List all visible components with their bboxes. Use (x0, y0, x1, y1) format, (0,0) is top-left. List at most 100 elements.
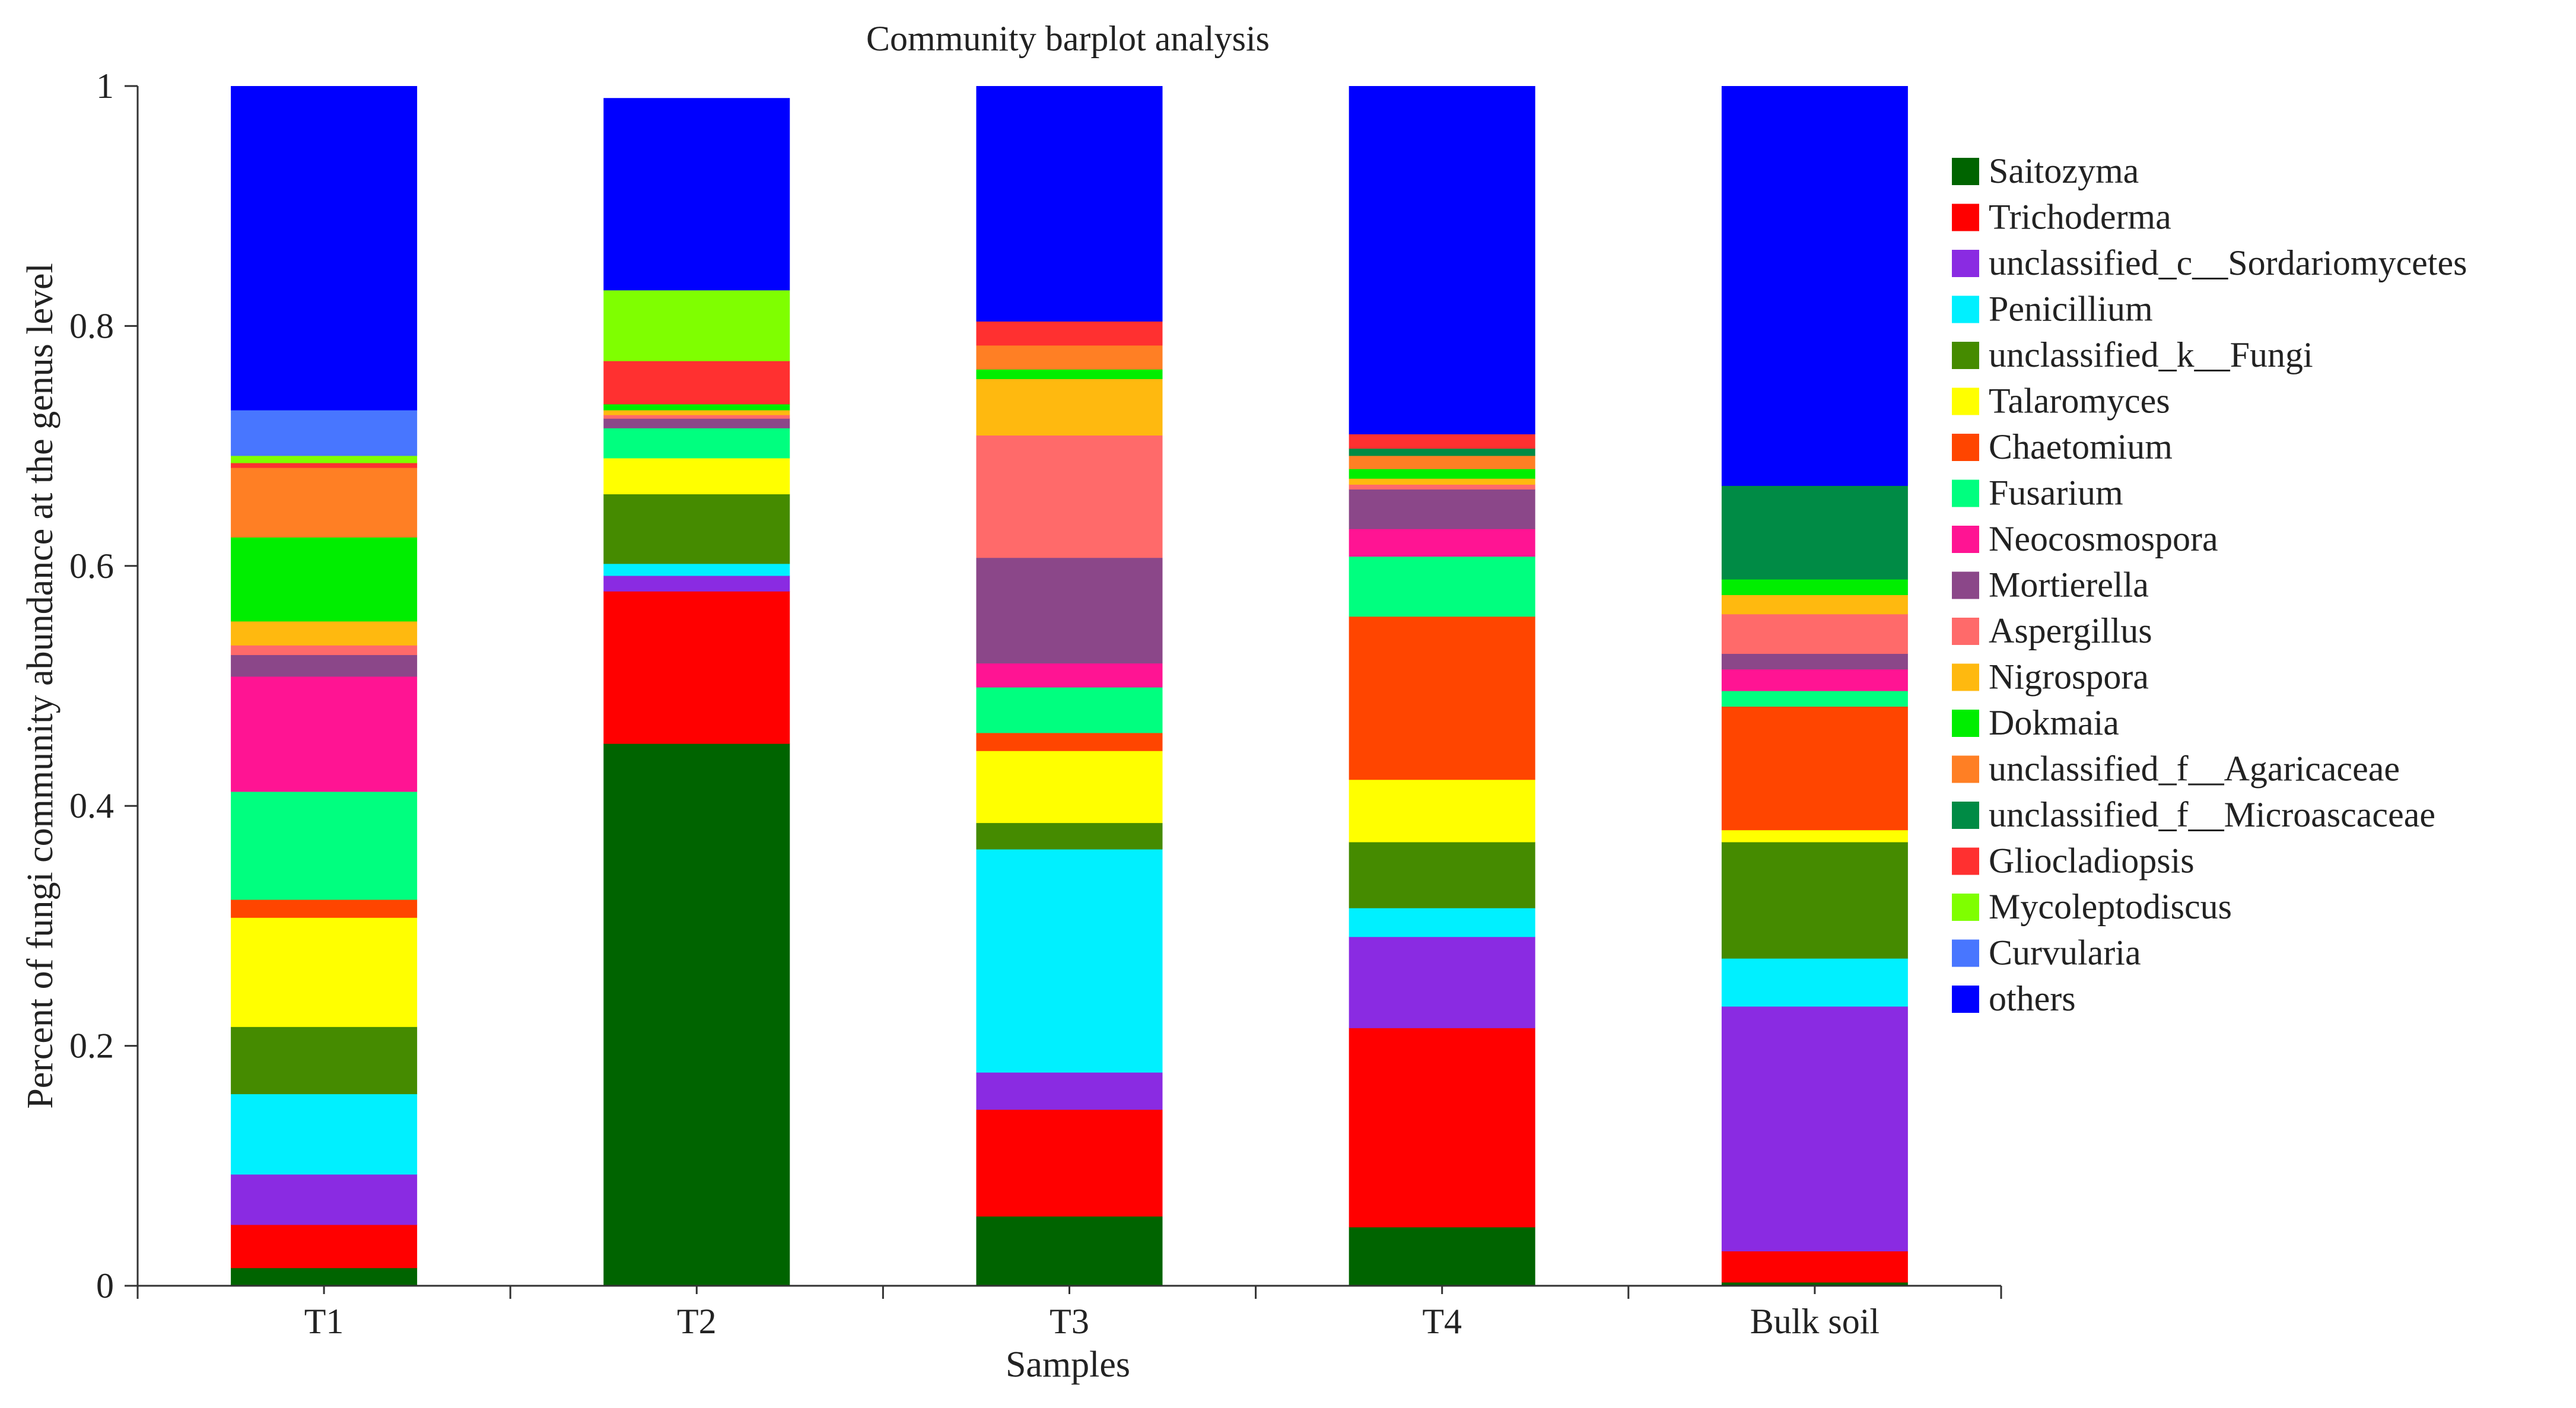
bar-segment-dokmaia-2 (976, 369, 1163, 379)
bar-stacks (231, 86, 1908, 1286)
bar-segment-saitozyma-4 (1721, 1282, 1908, 1286)
bar-segment-mortierella-0 (231, 654, 418, 677)
bar-segment-mortierella-2 (976, 557, 1163, 664)
legend-label: Gliocladiopsis (1989, 841, 2195, 881)
bar-segment-chaetomium-2 (976, 732, 1163, 751)
legend-swatch (1952, 387, 1979, 415)
legend-label: Penicillium (1989, 290, 2153, 329)
bar-segment-aspergillus-4 (1721, 614, 1908, 654)
legend-swatch (1952, 204, 1979, 231)
legend-label: Mycoleptodiscus (1989, 887, 2232, 926)
bar-segment-unclassified-f-microascaceae-3 (1349, 448, 1535, 456)
legend-swatch (1952, 571, 1979, 599)
bar-segment-aspergillus-1 (603, 415, 790, 419)
bar-segment-neocosmospora-0 (231, 676, 418, 792)
y-tick-label: 0.2 (69, 1026, 114, 1066)
legend-label: Curvularia (1989, 933, 2141, 972)
legend-swatch (1952, 802, 1979, 829)
legend-item: Aspergillus (1952, 611, 2152, 650)
legend-item: Trichoderma (1952, 198, 2171, 237)
bar-segment-unclassified-f-agaricaceae-0 (231, 467, 418, 538)
bar-segment-unclassified-f-agaricaceae-2 (976, 345, 1163, 370)
bar-stack-bulk-soil (1721, 86, 1908, 1286)
bar-segment-talaromyces-1 (603, 457, 790, 495)
bar-segment-fusarium-0 (231, 791, 418, 900)
legend-label: unclassified_k__Fungi (1989, 335, 2313, 374)
legend-item: Gliocladiopsis (1952, 841, 2195, 881)
y-tick-label: 0.8 (69, 306, 114, 345)
bar-segment-mortierella-1 (603, 418, 790, 428)
legend-swatch (1952, 526, 1979, 553)
bar-segment-unclassified-f-microascaceae-4 (1721, 485, 1908, 580)
bar-segment-unclassified-k-fungi-4 (1721, 841, 1908, 959)
legend-item: Chaetomium (1952, 427, 2173, 466)
legend-swatch (1952, 250, 1979, 277)
bar-segment-unclassified-k-fungi-2 (976, 822, 1163, 850)
legend-item: Mortierella (1952, 565, 2149, 605)
legend-swatch (1952, 158, 1979, 185)
bar-segment-aspergillus-0 (231, 645, 418, 656)
legend-swatch (1952, 894, 1979, 921)
y-tick-label: 0.4 (69, 786, 114, 825)
bar-segment-others-4 (1721, 86, 1908, 486)
bar-segment-unclassified-k-fungi-0 (231, 1026, 418, 1095)
bar-segment-nigrospora-1 (603, 409, 790, 415)
bar-stack-t1 (231, 86, 418, 1286)
legend-label: Mortierella (1989, 565, 2149, 605)
legend-item: Talaromyces (1952, 382, 2170, 421)
bar-segment-dokmaia-0 (231, 537, 418, 622)
bar-segment-saitozyma-3 (1349, 1226, 1535, 1286)
bar-segment-others-3 (1349, 86, 1535, 434)
bar-segment-nigrospora-3 (1349, 478, 1535, 485)
legend-item: Fusarium (1952, 473, 2123, 513)
x-tick-label: T3 (1050, 1302, 1089, 1341)
bar-segment-fusarium-3 (1349, 556, 1535, 617)
legend-label: Dokmaia (1989, 703, 2119, 742)
bar-segment-others-1 (603, 98, 790, 291)
legend-label: unclassified_f__Agaricaceae (1989, 749, 2400, 789)
legend-item: Neocosmospora (1952, 519, 2218, 558)
legend-swatch (1952, 939, 1979, 967)
bar-stack-t3 (976, 86, 1163, 1286)
legend-label: Trichoderma (1989, 198, 2171, 237)
bar-segment-dokmaia-4 (1721, 579, 1908, 595)
legend-swatch (1952, 663, 1979, 691)
bar-segment-fusarium-4 (1721, 691, 1908, 707)
legend-label: Talaromyces (1989, 382, 2170, 421)
x-ticks: T1 T2 T3 T4 Bulk soil (136, 1286, 2002, 1341)
bar-segment-dokmaia-3 (1349, 469, 1535, 479)
bar-segment-unclassified-c-sordariomycetes-4 (1721, 1006, 1908, 1251)
bar-segment-talaromyces-2 (976, 751, 1163, 824)
legend-label: unclassified_c__Sordariomycetes (1989, 243, 2467, 282)
legend-label: Aspergillus (1989, 611, 2152, 650)
bar-segment-unclassified-c-sordariomycetes-2 (976, 1072, 1163, 1110)
y-tick-label: 1 (96, 66, 114, 106)
legend-swatch (1952, 479, 1979, 507)
x-axis-label: Samples (1006, 1345, 1130, 1385)
bar-segment-penicillium-2 (976, 848, 1163, 1073)
bar-segment-mortierella-4 (1721, 653, 1908, 670)
bar-segment-fusarium-2 (976, 687, 1163, 733)
bar-segment-nigrospora-0 (231, 621, 418, 646)
bar-segment-saitozyma-0 (231, 1267, 418, 1286)
bar-segment-talaromyces-0 (231, 917, 418, 1027)
legend-swatch (1952, 342, 1979, 369)
bar-segment-curvularia-0 (231, 409, 418, 456)
bar-segment-chaetomium-3 (1349, 616, 1535, 780)
bar-segment-saitozyma-1 (603, 743, 790, 1286)
legend-swatch (1952, 295, 1979, 323)
legend: Saitozyma Trichoderma unclassified_c__Sord… (1952, 151, 2467, 1018)
bar-segment-saitozyma-2 (976, 1216, 1163, 1286)
y-ticks: 0 0.2 0.4 0.6 0.8 1 (69, 66, 138, 1305)
bar-segment-gliocladiopsis-3 (1349, 434, 1535, 449)
legend-item: unclassified_f__Agaricaceae (1952, 749, 2400, 789)
bar-segment-mortierella-3 (1349, 489, 1535, 529)
legend-swatch (1952, 847, 1979, 875)
bar-segment-aspergillus-2 (976, 435, 1163, 558)
x-tick-label: T4 (1422, 1302, 1462, 1341)
legend-swatch (1952, 710, 1979, 737)
bar-segment-aspergillus-3 (1349, 484, 1535, 490)
bar-segment-penicillium-0 (231, 1094, 418, 1175)
legend-swatch (1952, 755, 1979, 783)
